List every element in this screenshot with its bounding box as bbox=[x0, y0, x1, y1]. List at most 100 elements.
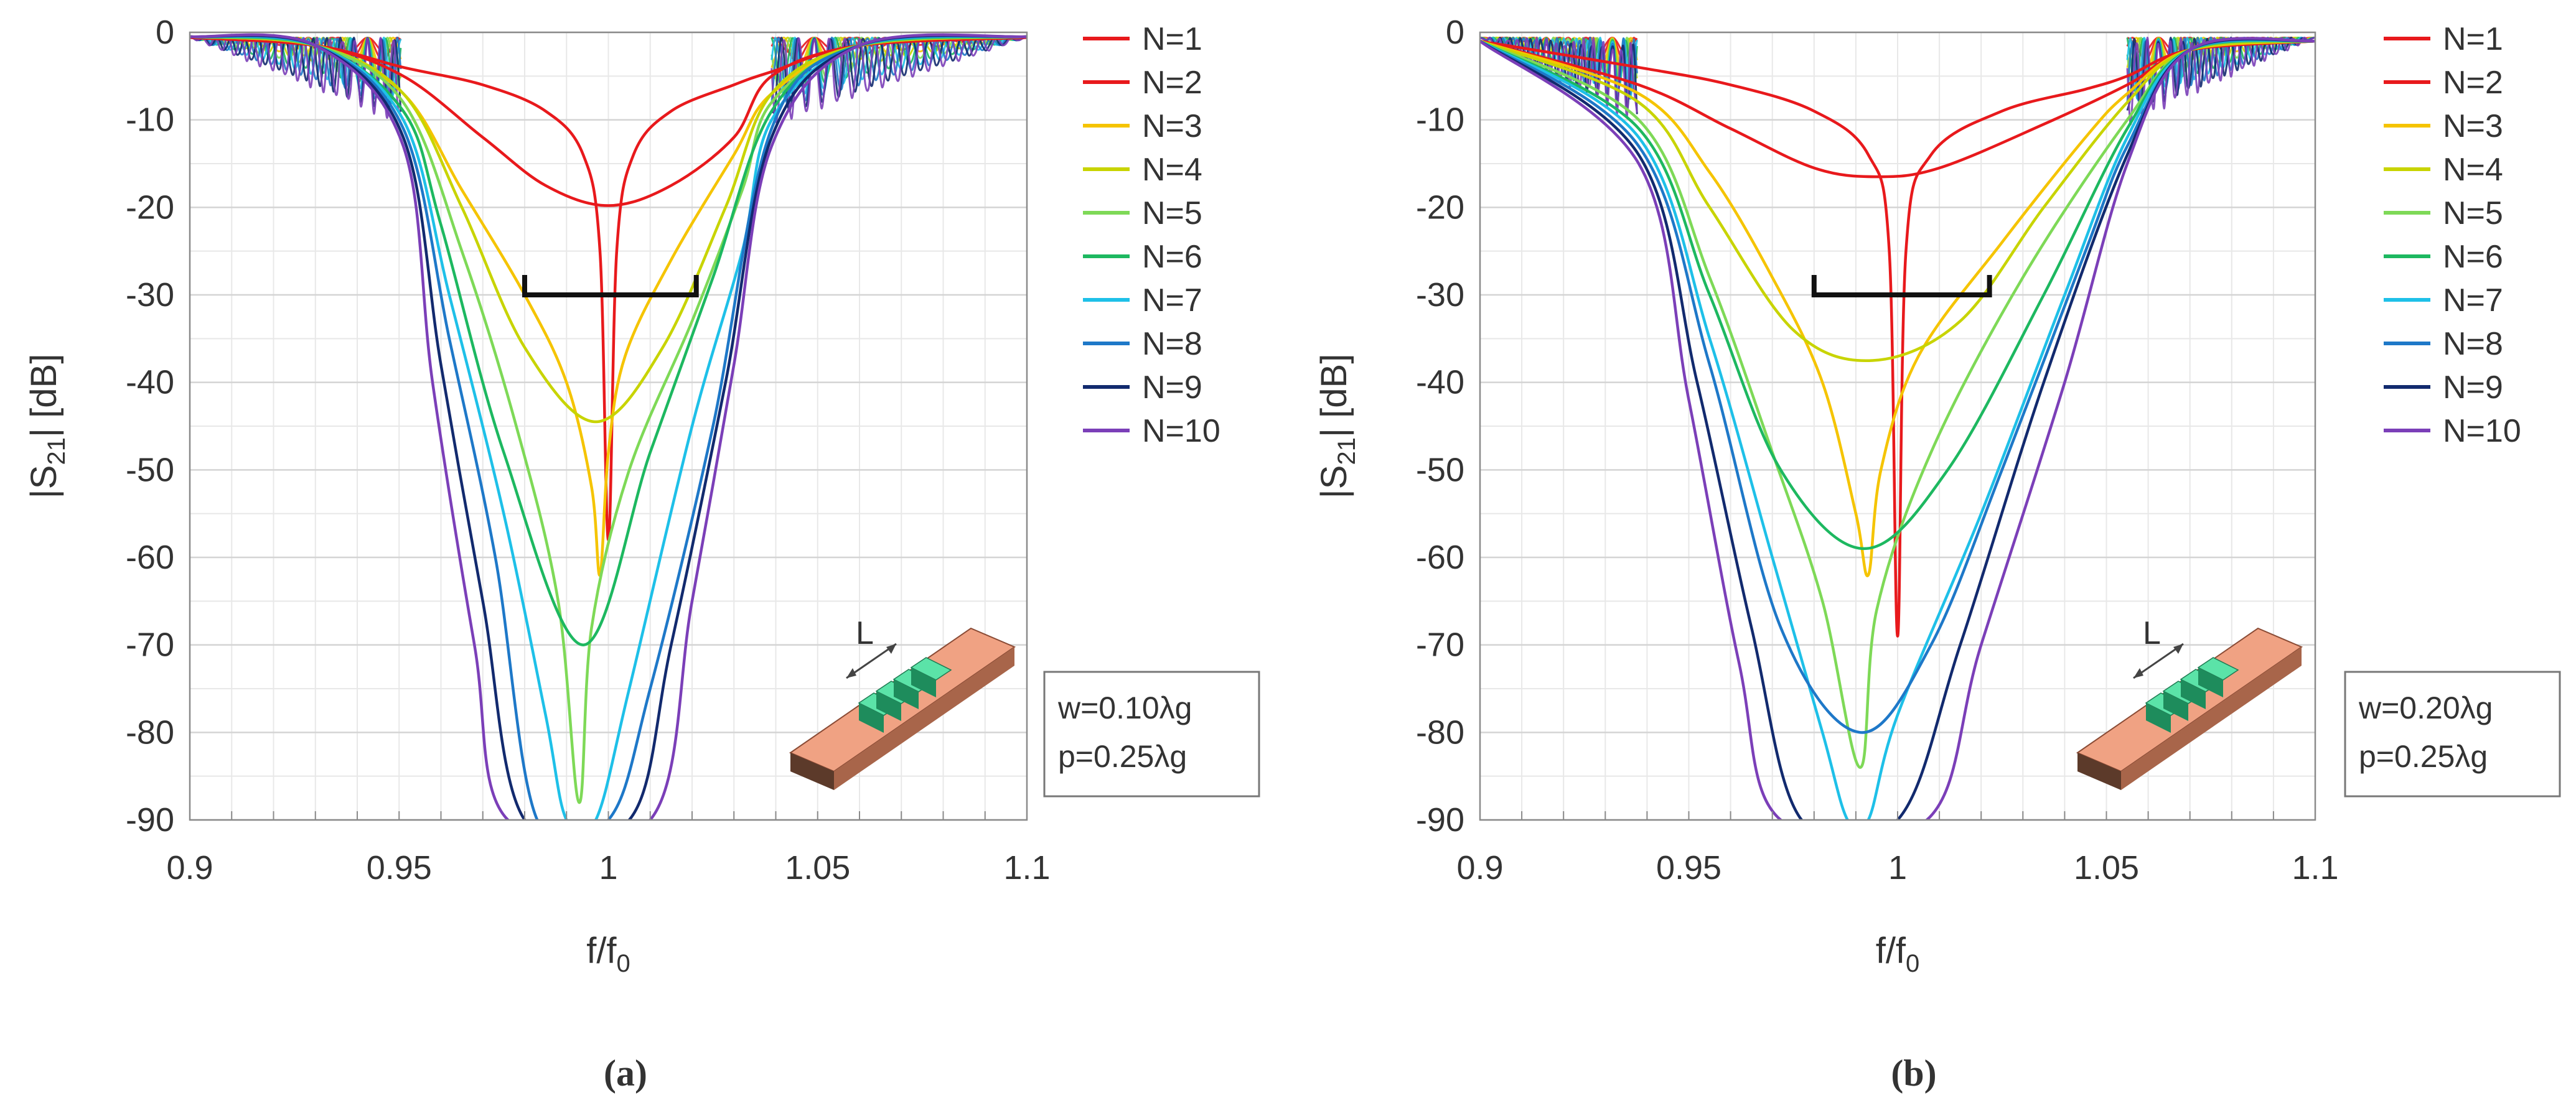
legend: N=1 N=2 N=3 N=4 N=5 N=6 N=7 N=8 N=9 N=10 bbox=[1083, 21, 1220, 449]
y-tick-label: -60 bbox=[126, 539, 174, 576]
panel-label: (a) bbox=[604, 1053, 647, 1094]
y-axis-label: |S21| [dB] bbox=[24, 354, 70, 499]
y-tick-label: -60 bbox=[1416, 539, 1464, 576]
inset-substrate-side bbox=[834, 647, 1014, 790]
inset-arrowhead-left bbox=[846, 668, 856, 678]
inset-fin-front bbox=[2146, 703, 2171, 733]
series-line-N=9 bbox=[1480, 37, 2315, 820]
legend-label: N=3 bbox=[1142, 108, 1202, 144]
x-axis-label-main: f/f bbox=[1876, 931, 1906, 971]
inset-fin-front bbox=[911, 668, 936, 697]
y-tick-label: -50 bbox=[1416, 451, 1464, 488]
series-line-N=2 bbox=[190, 35, 1027, 207]
y-tick-label: -40 bbox=[1416, 364, 1464, 401]
legend-label: N=5 bbox=[2443, 195, 2503, 231]
chart-panel-a: 0 -10 -20 -30 -40 -50 -60 -70 -80 -90 0.9 0.95 1 1.05… bbox=[24, 14, 1260, 1094]
legend-label: N=9 bbox=[2443, 370, 2503, 406]
legend-label: N=1 bbox=[1142, 21, 1202, 57]
series-line-N=5 bbox=[190, 35, 1027, 804]
legend-label: N=8 bbox=[1142, 326, 1202, 362]
x-tick-label: 1.1 bbox=[1003, 849, 1050, 886]
legend: N=1 N=2 N=3 N=4 N=5 N=6 N=7 N=8 N=9 N=10 bbox=[2384, 21, 2521, 449]
x-tick-label: 1.1 bbox=[2292, 849, 2338, 886]
parameter-text: w=0.10λg bbox=[1057, 691, 1192, 725]
parameter-box: w=0.20λg p=0.25λg bbox=[2344, 671, 2561, 798]
y-tick-label: -80 bbox=[1416, 714, 1464, 751]
legend-label: N=6 bbox=[2443, 239, 2503, 275]
x-axis-label-main: f/f bbox=[586, 931, 617, 971]
legend-label: N=7 bbox=[1142, 282, 1202, 319]
inset-arrowhead-left bbox=[2133, 668, 2143, 678]
y-axis-label-sub: 21 bbox=[43, 437, 70, 465]
bracket-marker bbox=[1811, 275, 1992, 297]
series-line-N=5 bbox=[1480, 39, 2315, 769]
legend-label: N=4 bbox=[1142, 152, 1202, 188]
legend-label: N=10 bbox=[2443, 413, 2521, 449]
inset-substrate-front bbox=[2077, 753, 2121, 790]
series-line-N=8 bbox=[1480, 38, 2315, 734]
inset-fin-front bbox=[859, 703, 884, 733]
series-lines bbox=[1480, 37, 2315, 820]
series-line-N=4 bbox=[190, 35, 1027, 424]
series-line-N=1 bbox=[1480, 39, 2315, 638]
x-axis-label-sub: 0 bbox=[1906, 950, 1919, 977]
legend-label: N=3 bbox=[2443, 108, 2503, 144]
y-tick-label: -80 bbox=[126, 714, 174, 751]
parameter-box: w=0.10λg p=0.25λg bbox=[1043, 671, 1260, 798]
parameter-box-frame bbox=[1043, 671, 1260, 798]
inset-fin-front bbox=[894, 679, 919, 709]
grid bbox=[1479, 31, 2316, 821]
x-tick-label: 0.9 bbox=[1456, 849, 1503, 886]
chart-panel-b: 0 -10 -20 -30 -40 -50 -60 -70 -80 -90 0.9 0.95 1 1.05… bbox=[1314, 14, 2561, 1094]
y-tick-label: -10 bbox=[1416, 101, 1464, 139]
parameter-text: p=0.25λg bbox=[2359, 739, 2488, 774]
y-axis-label-pre: |S bbox=[1314, 465, 1354, 499]
y-tick-label: -20 bbox=[126, 188, 174, 226]
parameter-text: w=0.20λg bbox=[2358, 691, 2493, 725]
legend-label: N=2 bbox=[1142, 65, 1202, 101]
inset-arrowhead-right bbox=[886, 644, 896, 654]
parameter-box-frame bbox=[2344, 671, 2561, 798]
y-tick-label: -90 bbox=[126, 801, 174, 839]
y-axis-label-pre: |S bbox=[24, 465, 64, 499]
x-tick-label: 0.95 bbox=[1656, 849, 1721, 886]
legend-label: N=4 bbox=[2443, 152, 2503, 188]
series-line-N=10 bbox=[1480, 37, 2315, 820]
y-tick-label: -70 bbox=[126, 626, 174, 664]
legend-label: N=9 bbox=[1142, 370, 1202, 406]
legend-label: N=5 bbox=[1142, 195, 1202, 231]
x-axis-label: f/f0 bbox=[1876, 931, 1920, 977]
series-line-N=10 bbox=[190, 33, 1027, 820]
inset-fin-front bbox=[2198, 668, 2223, 697]
series-lines bbox=[190, 33, 1027, 820]
y-axis-label-sub: 21 bbox=[1333, 437, 1361, 465]
legend-label: N=6 bbox=[1142, 239, 1202, 275]
legend-label: N=8 bbox=[2443, 326, 2503, 362]
inset-substrate-front bbox=[790, 753, 834, 790]
inset-fin-front bbox=[876, 691, 901, 721]
inset-fin-front bbox=[2163, 691, 2188, 721]
inset-structure: L bbox=[2076, 615, 2303, 790]
series-line-N=8 bbox=[190, 34, 1027, 820]
bracket-marker bbox=[522, 275, 699, 297]
y-axis-label-post: | [dB] bbox=[24, 354, 64, 437]
x-tick-label: 0.95 bbox=[367, 849, 432, 886]
parameter-text: p=0.25λg bbox=[1058, 739, 1187, 774]
panel-label: (b) bbox=[1891, 1053, 1936, 1094]
x-tick-label: 1.05 bbox=[2074, 849, 2139, 886]
y-tick-label: -40 bbox=[126, 364, 174, 401]
y-tick-label: -70 bbox=[1416, 626, 1464, 664]
y-tick-label: -10 bbox=[126, 101, 174, 139]
series-line-N=6 bbox=[190, 35, 1027, 646]
y-tick-label: -50 bbox=[126, 451, 174, 488]
x-axis-label-sub: 0 bbox=[617, 950, 630, 977]
x-tick-label: 1.05 bbox=[785, 849, 850, 886]
y-tick-label: -30 bbox=[126, 276, 174, 314]
x-tick-label: 1 bbox=[599, 849, 617, 886]
y-tick-label: 0 bbox=[156, 14, 174, 51]
y-tick-label: -20 bbox=[1416, 188, 1464, 226]
legend-label: N=10 bbox=[1142, 413, 1220, 449]
y-tick-label: 0 bbox=[1446, 14, 1464, 51]
inset-structure: L bbox=[789, 615, 1016, 790]
